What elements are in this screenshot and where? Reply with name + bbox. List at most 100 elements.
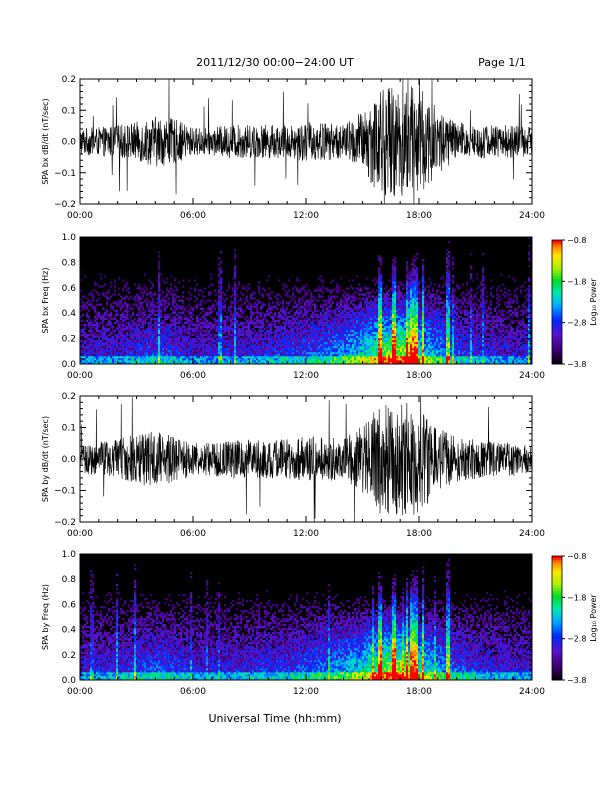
heatmap-cell <box>294 341 297 345</box>
heatmap-cell <box>176 289 179 292</box>
heatmap-cell <box>228 305 231 308</box>
heatmap-cell <box>94 343 97 347</box>
heatmap-cell <box>210 355 213 359</box>
heatmap-cell <box>388 317 391 320</box>
heatmap-cell <box>228 355 231 359</box>
heatmap-cell <box>334 359 337 363</box>
heatmap-cell <box>90 357 93 361</box>
heatmap-cell <box>346 349 349 353</box>
heatmap-cell <box>104 311 107 314</box>
heatmap-cell <box>382 313 385 316</box>
heatmap-cell <box>306 349 309 353</box>
heatmap-cell <box>232 305 235 308</box>
heatmap-cell <box>220 283 223 286</box>
heatmap-cell <box>192 347 195 351</box>
heatmap-cell <box>244 297 247 300</box>
heatmap-cell <box>236 337 239 341</box>
heatmap-cell <box>390 299 393 302</box>
heatmap-cell <box>328 353 331 357</box>
heatmap-cell <box>332 315 335 318</box>
heatmap-cell <box>226 347 229 351</box>
heatmap-cell <box>384 359 387 363</box>
heatmap-cell <box>292 325 295 329</box>
heatmap-cell <box>240 327 243 331</box>
heatmap-cell <box>374 347 377 351</box>
heatmap-cell <box>180 357 183 361</box>
heatmap-cell <box>102 317 105 320</box>
heatmap-cell <box>274 315 277 318</box>
heatmap-cell <box>338 349 341 353</box>
heatmap-cell <box>136 351 139 355</box>
heatmap-cell <box>314 297 317 300</box>
heatmap-cell <box>136 297 139 300</box>
heatmap-cell <box>286 327 289 331</box>
heatmap-cell <box>264 343 267 347</box>
heatmap-cell <box>172 359 175 363</box>
heatmap-cell <box>174 317 177 320</box>
heatmap-cell <box>274 339 277 343</box>
heatmap-cell <box>124 295 127 298</box>
heatmap-cell <box>122 297 125 300</box>
heatmap-cell <box>216 359 219 363</box>
heatmap-cell <box>222 349 225 353</box>
heatmap-cell <box>250 357 253 361</box>
heatmap-cell <box>224 293 227 296</box>
heatmap-cell <box>260 335 263 339</box>
heatmap-cell <box>364 301 367 304</box>
heatmap-cell <box>382 323 385 326</box>
heatmap-cell <box>146 303 149 306</box>
heatmap-cell <box>270 355 273 359</box>
heatmap-cell <box>140 289 143 292</box>
heatmap-cell <box>396 331 399 335</box>
heatmap-cell <box>90 341 93 345</box>
heatmap-cell <box>214 341 217 345</box>
heatmap-cell <box>240 291 243 294</box>
heatmap-cell <box>144 347 147 351</box>
heatmap-cell <box>166 335 169 339</box>
heatmap-cell <box>98 313 101 316</box>
heatmap-cell <box>392 277 395 280</box>
heatmap-cell <box>120 341 123 345</box>
heatmap-cell <box>86 361 89 365</box>
heatmap-cell <box>278 311 281 314</box>
heatmap-cell <box>390 317 393 320</box>
heatmap-cell <box>388 305 391 308</box>
heatmap-cell <box>180 341 183 345</box>
heatmap-cell <box>386 309 389 312</box>
heatmap-cell <box>332 311 335 314</box>
heatmap-cell <box>306 291 309 294</box>
heatmap-cell <box>304 327 307 331</box>
heatmap-cell <box>190 353 193 357</box>
heatmap-cell <box>138 327 141 331</box>
heatmap-cell <box>320 361 323 365</box>
heatmap-cell <box>108 313 111 316</box>
heatmap-cell <box>242 349 245 353</box>
heatmap-cell <box>344 341 347 345</box>
heatmap-cell <box>366 321 369 324</box>
heatmap-cell <box>264 323 267 326</box>
heatmap-cell <box>280 301 283 304</box>
heatmap-cell <box>234 319 237 322</box>
heatmap-cell <box>350 359 353 363</box>
heatmap-cell <box>334 329 337 333</box>
heatmap-cell <box>194 343 197 347</box>
heatmap-cell <box>348 279 351 282</box>
heatmap-cell <box>258 359 261 363</box>
heatmap-cell <box>120 299 123 302</box>
heatmap-cell <box>126 287 129 290</box>
heatmap-cell <box>234 295 237 298</box>
heatmap-cell <box>158 313 161 316</box>
heatmap-cell <box>352 357 355 361</box>
heatmap-cell <box>158 293 161 296</box>
heatmap-cell <box>80 329 83 333</box>
heatmap-cell <box>364 303 367 306</box>
heatmap-cell <box>138 345 141 349</box>
heatmap-cell <box>122 351 125 355</box>
heatmap-cell <box>258 285 261 288</box>
heatmap-cell <box>180 349 183 353</box>
heatmap-cell <box>312 341 315 345</box>
heatmap-cell <box>392 343 395 347</box>
heatmap-cell <box>118 335 121 339</box>
heatmap-cell <box>234 305 237 308</box>
heatmap-cell <box>220 261 223 264</box>
